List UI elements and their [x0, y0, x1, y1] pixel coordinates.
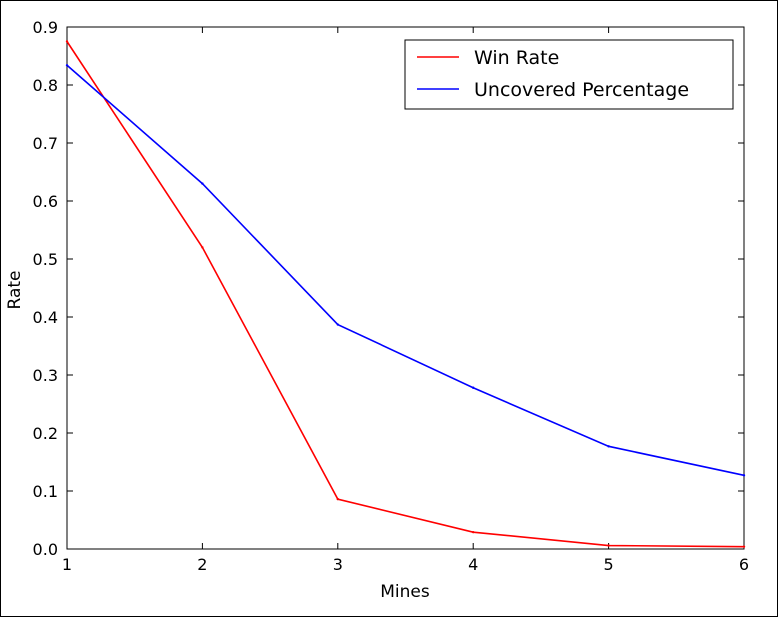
series-line-uncovered-percentage [66, 64, 745, 477]
y-tick-label: 0.7 [33, 134, 58, 153]
y-tick-label: 0.6 [33, 192, 58, 211]
x-tick-label: 3 [333, 555, 343, 574]
y-tick-label: 0.5 [33, 250, 58, 269]
y-axis-label: Rate [5, 271, 25, 310]
x-axis: 1 2 3 4 5 6 [62, 27, 749, 574]
data-point [742, 474, 746, 477]
series-line-win-rate [66, 41, 745, 548]
x-tick-label: 6 [739, 555, 749, 574]
legend-label: Win Rate [474, 47, 559, 69]
x-tick-label: 2 [197, 555, 207, 574]
y-tick-label: 0.1 [33, 482, 58, 501]
y-tick-label: 0.4 [33, 308, 58, 327]
x-tick-label: 4 [468, 555, 478, 574]
legend-box [404, 39, 734, 110]
data-point [336, 323, 339, 326]
series-lines [65, 40, 746, 548]
data-point [607, 445, 610, 448]
data-point [201, 182, 204, 185]
data-point [742, 545, 746, 548]
y-tick-label: 0.0 [33, 540, 58, 559]
x-axis-label: Mines [380, 582, 430, 602]
data-point [472, 386, 475, 389]
data-point [201, 246, 204, 249]
y-tick-label: 0.9 [33, 18, 58, 37]
y-tick-label: 0.8 [33, 76, 58, 95]
data-point [472, 530, 475, 534]
data-point [65, 40, 69, 43]
data-point [336, 497, 339, 501]
y-tick-label: 0.2 [33, 424, 58, 443]
legend-label: Uncovered Percentage [474, 79, 689, 101]
axes-box [66, 26, 745, 550]
y-axis: 0.0 0.1 0.2 0.3 0.4 0.5 0.6 0.7 0.8 0.9 [33, 18, 744, 559]
data-point [607, 544, 610, 547]
x-tick-label: 5 [604, 555, 614, 574]
y-tick-label: 0.3 [33, 366, 58, 385]
x-tick-label: 1 [62, 555, 72, 574]
data-point [65, 64, 69, 67]
legend: Win Rate Uncovered Percentage [404, 39, 734, 110]
plot-area [66, 26, 745, 550]
